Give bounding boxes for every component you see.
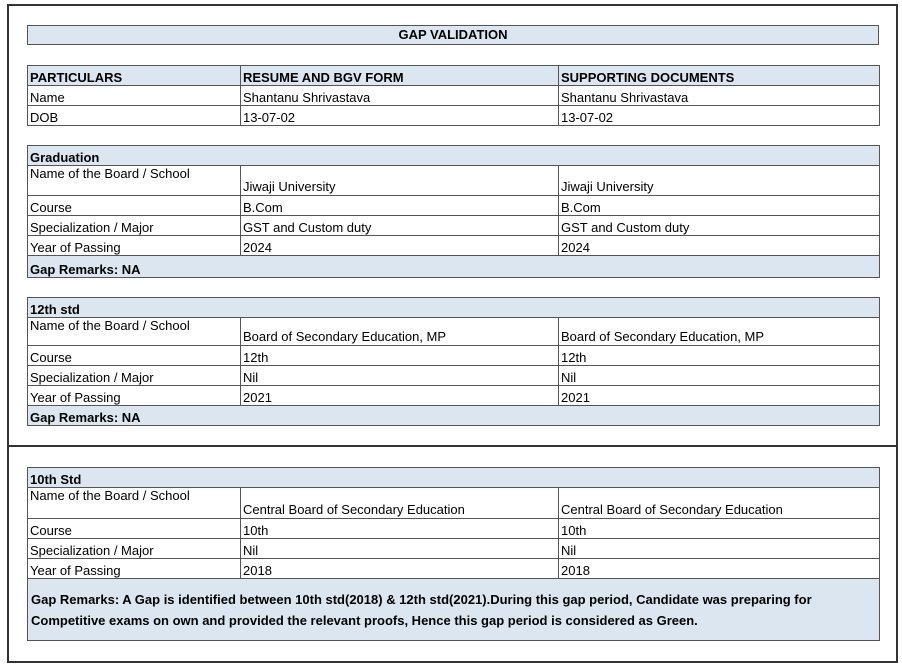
cell: Specialization / Major xyxy=(27,215,241,236)
cell: Nil xyxy=(240,365,559,386)
cell: 2021 xyxy=(240,385,559,406)
table-row: Course B.Com B.Com xyxy=(27,195,880,216)
table-row: DOB 13-07-02 13-07-02 xyxy=(27,105,880,126)
table-row: 10th Std xyxy=(27,467,880,488)
cell: Name of the Board / School xyxy=(27,487,241,519)
cell: GST and Custom duty xyxy=(240,215,559,236)
table-row: Course 12th 12th xyxy=(27,345,880,366)
section-title: 12th std xyxy=(27,297,880,318)
section-title: Graduation xyxy=(27,145,880,166)
table-row: Specialization / Major GST and Custom dut… xyxy=(27,215,880,236)
cell: 2018 xyxy=(558,558,880,579)
cell: Year of Passing xyxy=(27,558,241,579)
cell: Name of the Board / School xyxy=(27,165,241,196)
cell: Nil xyxy=(558,365,880,386)
cell: 10th xyxy=(240,518,559,539)
cell: 2018 xyxy=(240,558,559,579)
cell: Year of Passing xyxy=(27,385,241,406)
table-row: Graduation xyxy=(27,145,880,166)
column-header: RESUME AND BGV FORM xyxy=(240,65,559,86)
table-row: Gap Remarks: NA xyxy=(27,405,880,426)
table-row: Name of the Board / School Jiwaji Univers… xyxy=(27,165,880,196)
section-table: Graduation Name of the Board / School Jiwa… xyxy=(27,145,880,278)
particulars-table: PARTICULARS RESUME AND BGV FORM SUPPORTING… xyxy=(27,65,880,126)
table-row: Year of Passing 2021 2021 xyxy=(27,385,880,406)
column-header: PARTICULARS xyxy=(27,65,241,86)
cell: Name of the Board / School xyxy=(27,317,241,346)
page-title: GAP VALIDATION xyxy=(27,25,879,45)
cell: Jiwaji University xyxy=(558,165,880,196)
cell: DOB xyxy=(27,105,241,126)
cell: B.Com xyxy=(240,195,559,216)
cell: 10th xyxy=(558,518,880,539)
cell: 2021 xyxy=(558,385,880,406)
gap-remarks: Gap Remarks: NA xyxy=(27,405,880,426)
cell: Year of Passing xyxy=(27,235,241,256)
cell: Central Board of Secondary Education xyxy=(558,487,880,519)
cell: B.Com xyxy=(558,195,880,216)
table-row: 12th std xyxy=(27,297,880,318)
table-row: Specialization / Major Nil Nil xyxy=(27,365,880,386)
cell: 13-07-02 xyxy=(558,105,880,126)
section-table: 10th Std Name of the Board / School Centra… xyxy=(27,467,880,641)
table-row: Gap Remarks: A Gap is identified between… xyxy=(27,578,880,641)
table-row: PARTICULARS RESUME AND BGV FORM SUPPORTING… xyxy=(27,65,880,86)
cell: Jiwaji University xyxy=(240,165,559,196)
cell: Specialization / Major xyxy=(27,538,241,559)
cell: GST and Custom duty xyxy=(558,215,880,236)
gap-remarks: Gap Remarks: A Gap is identified between… xyxy=(27,578,880,641)
frame xyxy=(7,445,898,663)
cell: Board of Secondary Education, MP xyxy=(558,317,880,346)
cell: Nil xyxy=(558,538,880,559)
cell: Shantanu Shrivastava xyxy=(240,85,559,106)
table-row: Specialization / Major Nil Nil xyxy=(27,538,880,559)
cell: Name xyxy=(27,85,241,106)
cell: Course xyxy=(27,345,241,366)
table-row: Gap Remarks: NA xyxy=(27,255,880,278)
table-row: Year of Passing 2018 2018 xyxy=(27,558,880,579)
gap-remarks: Gap Remarks: NA xyxy=(27,255,880,278)
cell: Shantanu Shrivastava xyxy=(558,85,880,106)
cell: Specialization / Major xyxy=(27,365,241,386)
table-row: Name of the Board / School Board of Secon… xyxy=(27,317,880,346)
cell: Central Board of Secondary Education xyxy=(240,487,559,519)
cell: Course xyxy=(27,195,241,216)
table-row: Name of the Board / School Central Board … xyxy=(27,487,880,519)
table-row: Course 10th 10th xyxy=(27,518,880,539)
table-row: Year of Passing 2024 2024 xyxy=(27,235,880,256)
section-title: 10th Std xyxy=(27,467,880,488)
cell: 12th xyxy=(558,345,880,366)
section-table: 12th std Name of the Board / School Board … xyxy=(27,297,880,426)
cell: Nil xyxy=(240,538,559,559)
cell: 2024 xyxy=(558,235,880,256)
cell: 2024 xyxy=(240,235,559,256)
cell: 12th xyxy=(240,345,559,366)
table-row: Name Shantanu Shrivastava Shantanu Shrivas… xyxy=(27,85,880,106)
cell: Board of Secondary Education, MP xyxy=(240,317,559,346)
column-header: SUPPORTING DOCUMENTS xyxy=(558,65,880,86)
cell: 13-07-02 xyxy=(240,105,559,126)
cell: Course xyxy=(27,518,241,539)
